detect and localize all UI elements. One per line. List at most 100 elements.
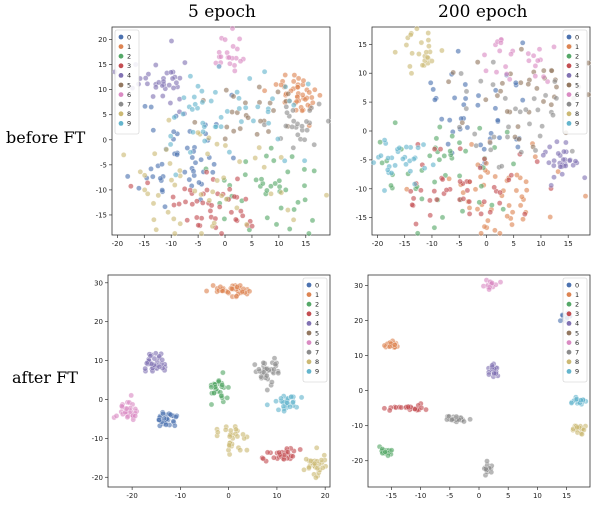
scatter-point-class-2 xyxy=(456,173,463,179)
scatter-point-class-0 xyxy=(150,173,156,180)
scatter-point-class-8 xyxy=(439,47,445,54)
legend-label-4: 4 xyxy=(575,320,579,328)
legend-label-1: 1 xyxy=(575,291,579,299)
scatter-point-class-6 xyxy=(532,73,539,79)
scatter-point-class-3 xyxy=(285,449,291,455)
scatter-point-class-8 xyxy=(144,191,151,197)
y-tick-label: 0 xyxy=(99,396,103,404)
scatter-point-class-7 xyxy=(271,355,278,361)
scatter-point-class-1 xyxy=(509,221,515,228)
legend-marker-6 xyxy=(118,92,124,97)
scatter-point-class-3 xyxy=(203,169,210,175)
scatter-point-class-8 xyxy=(285,207,291,213)
scatter-point-class-7 xyxy=(490,81,496,88)
scatter-point-class-9 xyxy=(278,395,284,402)
scatter-point-class-5 xyxy=(474,59,481,65)
scatter-point-class-0 xyxy=(136,185,142,191)
scatter-point-class-4 xyxy=(551,174,557,180)
scatter-point-class-0 xyxy=(174,151,180,158)
scatter-point-class-0 xyxy=(160,410,166,417)
x-tick-label: -5 xyxy=(456,240,463,248)
scatter-point-class-1 xyxy=(519,193,525,200)
scatter-point-class-7 xyxy=(498,163,505,169)
scatter-point-class-6 xyxy=(230,43,236,50)
scatter-point-class-0 xyxy=(184,145,191,151)
scatter-point-class-0 xyxy=(162,203,168,210)
scatter-point-class-7 xyxy=(537,133,543,139)
scatter-point-class-5 xyxy=(285,91,291,97)
scatter-point-class-8 xyxy=(165,209,171,215)
scatter-point-class-1 xyxy=(517,202,524,209)
scatter-point-class-2 xyxy=(302,197,308,203)
scatter-point-class-8 xyxy=(403,42,410,48)
scatter-point-class-4 xyxy=(156,79,162,86)
scatter-point-class-1 xyxy=(246,288,253,295)
legend-label-8: 8 xyxy=(575,110,579,118)
scatter-point-class-4 xyxy=(148,360,155,367)
legend: 0 1 23 45 6 78 9 xyxy=(562,29,588,135)
scatter-point-class-6 xyxy=(483,68,489,74)
scatter-point-class-7 xyxy=(264,387,271,393)
scatter-point-class-3 xyxy=(481,156,488,162)
scatter-point-class-7 xyxy=(260,360,267,366)
scatter-point-class-7 xyxy=(478,78,484,84)
scatter-point-class-0 xyxy=(159,187,165,193)
scatter-point-class-8 xyxy=(167,160,173,167)
scatter-point-class-4 xyxy=(145,71,152,77)
scatter-point-class-8 xyxy=(151,150,158,157)
scatter-point-class-7 xyxy=(264,372,270,379)
scatter-point-class-7 xyxy=(456,124,463,130)
scatter-point-class-3 xyxy=(243,196,249,202)
legend-label-3: 3 xyxy=(127,62,131,70)
scatter-point-class-7 xyxy=(553,95,560,102)
y-tick-label: 10 xyxy=(94,357,103,365)
legend-marker-2 xyxy=(566,53,572,59)
scatter-point-class-2 xyxy=(208,384,215,390)
scatter-point-class-1 xyxy=(309,94,315,101)
scatter-point-class-5 xyxy=(518,79,524,86)
scatter-point-class-5 xyxy=(483,96,489,103)
y-tick-label: -5 xyxy=(100,161,107,169)
legend-label-3: 3 xyxy=(575,62,579,70)
scatter-point-class-9 xyxy=(378,152,384,159)
scatter-point-class-9 xyxy=(411,181,418,187)
scatter-point-class-9 xyxy=(286,98,293,104)
legend-marker-9 xyxy=(566,369,572,374)
scatter-point-class-0 xyxy=(519,40,526,46)
scatter-point-class-8 xyxy=(204,151,211,157)
scatter-point-class-3 xyxy=(208,202,215,209)
scatter-point-class-0 xyxy=(192,159,199,166)
scatter-point-class-9 xyxy=(212,89,219,96)
scatter-point-class-0 xyxy=(492,105,499,112)
scatter-point-class-8 xyxy=(198,230,205,237)
scatter-point-class-7 xyxy=(471,131,478,137)
scatter-point-class-5 xyxy=(540,98,547,105)
x-tick-label: -20 xyxy=(372,240,383,248)
scatter-point-class-1 xyxy=(306,89,313,96)
scatter-point-class-7 xyxy=(316,101,322,107)
scatter-point-class-8 xyxy=(424,54,431,61)
scatter-point-class-4 xyxy=(572,158,579,164)
scatter-point-class-4 xyxy=(153,84,159,91)
scatter-point-class-5 xyxy=(256,84,263,90)
x-tick-label: -20 xyxy=(112,240,123,248)
scatter-point-class-9 xyxy=(226,149,233,155)
scatter-point-class-1 xyxy=(261,87,268,94)
y-tick-label: 10 xyxy=(358,70,367,78)
scatter-point-class-1 xyxy=(273,81,279,88)
scatter-point-class-6 xyxy=(222,36,228,43)
scatter-point-class-6 xyxy=(544,78,551,85)
legend-label-7: 7 xyxy=(575,101,579,109)
scatter-point-class-8 xyxy=(209,189,216,195)
y-tick-label: 20 xyxy=(354,317,363,325)
scatter-point-class-4 xyxy=(561,148,567,155)
y-tick-label: -20 xyxy=(352,457,363,465)
scatter-point-class-4 xyxy=(173,79,180,86)
scatter-point-class-9 xyxy=(381,137,388,143)
scatter-point-class-9 xyxy=(201,138,208,144)
scatter-point-class-9 xyxy=(189,106,196,113)
scatter-point-class-0 xyxy=(148,104,154,110)
x-axis: -20 -10 0 10 20 xyxy=(126,487,330,500)
scatter-point-class-0 xyxy=(464,124,471,131)
scatter-point-class-9 xyxy=(275,407,282,413)
